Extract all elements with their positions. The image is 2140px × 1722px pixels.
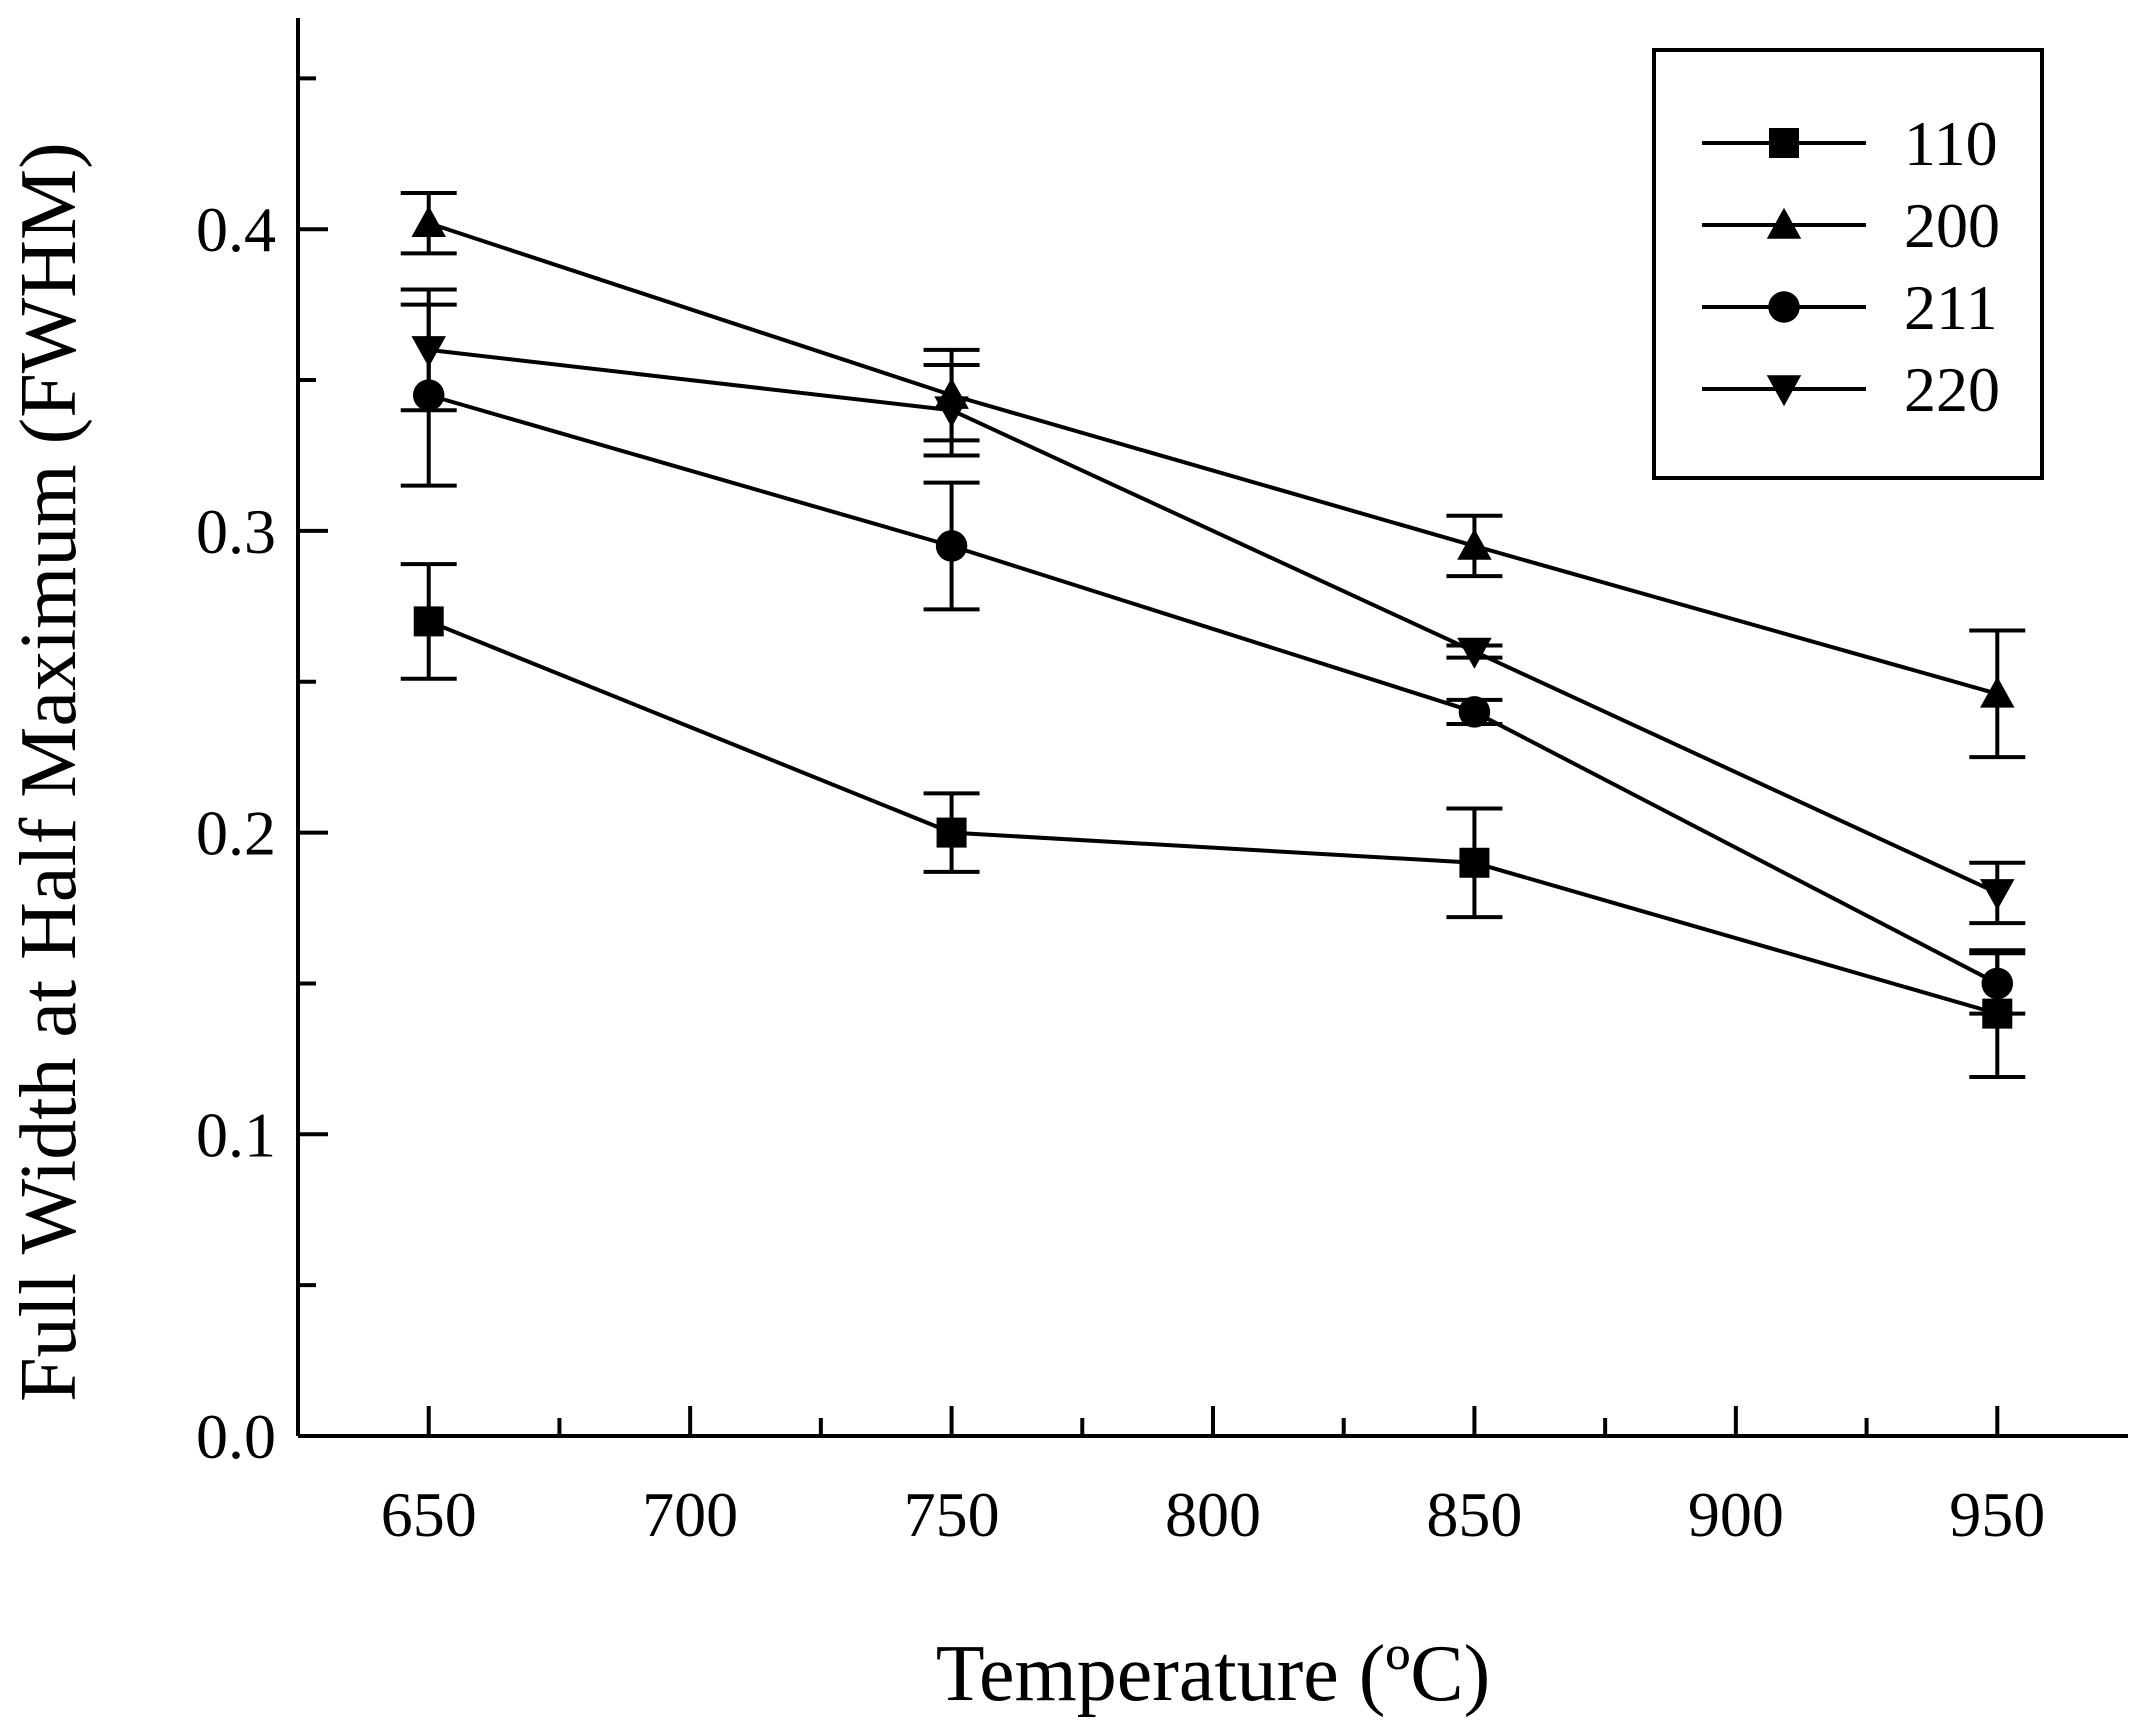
legend-item-110: 110 xyxy=(1702,108,1998,179)
square-marker xyxy=(936,817,967,848)
square-marker xyxy=(413,606,444,637)
triangle-up-marker xyxy=(1457,528,1492,560)
legend-label: 200 xyxy=(1904,190,2000,261)
y-axis-title: Full Width at Half Maximum (FWHM) xyxy=(5,142,93,1402)
legend-label: 211 xyxy=(1904,272,1998,343)
x-tick-label: 700 xyxy=(642,1479,738,1550)
legend: 110 200 211 220 xyxy=(1652,48,2044,480)
series-line-110 xyxy=(427,619,1998,1016)
triangle-up-marker xyxy=(1980,676,2015,708)
circle-marker xyxy=(1981,967,2014,1000)
series-line-200 xyxy=(428,221,1998,696)
x-tick-label: 950 xyxy=(1949,1479,2045,1550)
legend-item-200: 200 xyxy=(1702,190,2000,261)
square-marker xyxy=(1769,128,1799,158)
x-tick-label: 750 xyxy=(904,1479,1000,1550)
legend-box xyxy=(1652,48,2044,480)
series-220 xyxy=(400,287,2026,926)
x-tick-label: 800 xyxy=(1165,1479,1261,1550)
triangle-down-marker xyxy=(411,336,446,368)
circle-marker xyxy=(935,530,968,562)
legend-label: 110 xyxy=(1904,108,1998,179)
series-110 xyxy=(400,562,2026,1079)
circle-marker xyxy=(1458,696,1491,728)
x-axis-title: Temperature (ºC) xyxy=(936,1630,1491,1718)
y-tick-label: 0.0 xyxy=(196,1401,276,1472)
y-tick-label: 0.1 xyxy=(196,1099,276,1170)
y-tick-label: 0.2 xyxy=(196,798,276,869)
triangle-up-marker xyxy=(411,205,446,237)
x-tick-label: 850 xyxy=(1426,1479,1522,1550)
y-tick-label: 0.3 xyxy=(196,496,276,567)
legend-item-220: 220 xyxy=(1702,354,2000,425)
series-line-211 xyxy=(428,393,1999,986)
plot-area: 650 700 750 800 850 900 950 0.0 0.1 0.2 0.3 0.4 xyxy=(196,18,2128,1550)
triangle-down-marker xyxy=(1457,637,1492,669)
x-tick-label: 650 xyxy=(381,1479,477,1550)
y-tick-label: 0.4 xyxy=(196,194,276,265)
series-line-220 xyxy=(428,347,1999,895)
triangle-down-marker xyxy=(934,396,969,428)
square-marker xyxy=(1459,847,1490,878)
x-tick-label: 900 xyxy=(1688,1479,1784,1550)
triangle-down-marker xyxy=(1980,879,2015,911)
legend-item-211: 211 xyxy=(1702,272,1998,343)
triangle-up-marker xyxy=(1766,207,1802,239)
triangle-down-marker xyxy=(1766,375,1802,407)
legend-label: 220 xyxy=(1904,354,2000,425)
circle-marker xyxy=(1768,291,1800,323)
